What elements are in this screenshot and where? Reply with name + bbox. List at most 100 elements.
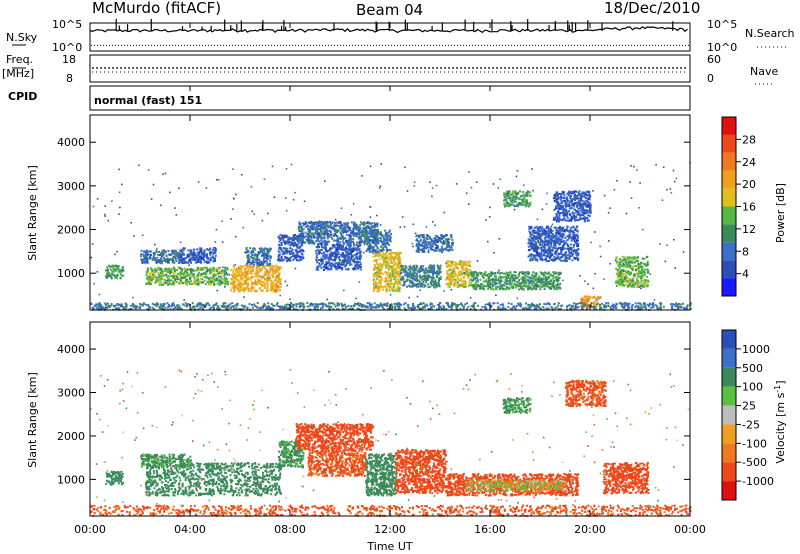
data-pixel (425, 236, 428, 239)
data-pixel (168, 261, 171, 264)
data-pixel (529, 191, 531, 194)
data-pixel (450, 236, 453, 239)
data-pixel (331, 247, 334, 250)
data-pixel (351, 249, 354, 252)
data-pixel (377, 276, 380, 279)
data-pixel (208, 282, 211, 285)
data-pixel (535, 254, 537, 257)
data-pixel (275, 287, 277, 289)
data-pixel (378, 279, 380, 282)
data-pixel (209, 248, 212, 251)
data-pixel (167, 261, 169, 264)
data-pixel (348, 237, 351, 240)
data-pixel (388, 252, 391, 254)
data-pixel (462, 282, 465, 285)
data-pixel (208, 281, 211, 284)
data-pixel (244, 280, 247, 283)
data-pixel (418, 248, 421, 251)
data-pixel (200, 249, 203, 252)
data-pixel (272, 274, 274, 277)
data-pixel (257, 251, 260, 254)
data-pixel (202, 281, 205, 284)
data-pixel (374, 225, 377, 228)
data-pixel (297, 250, 300, 253)
data-pixel (264, 247, 267, 250)
data-pixel (436, 284, 439, 287)
data-pixel (171, 256, 174, 259)
data-pixel (533, 275, 536, 278)
data-pixel (149, 256, 152, 258)
data-pixel (374, 267, 377, 270)
data-pixel (503, 194, 506, 197)
data-pixel (522, 281, 525, 284)
freq-series (92, 67, 688, 73)
data-pixel (526, 278, 529, 281)
data-pixel (393, 289, 396, 292)
data-pixel (432, 277, 435, 280)
data-pixel (115, 274, 117, 277)
data-pixel (317, 225, 320, 227)
data-pixel (317, 258, 320, 261)
data-pixel (233, 288, 236, 291)
data-pixel (553, 239, 556, 242)
data-pixel (237, 287, 240, 290)
data-pixel (349, 259, 352, 262)
data-pixel (334, 246, 336, 249)
data-pixel (317, 265, 320, 268)
data-pixel (324, 241, 327, 244)
data-pixel (445, 261, 448, 264)
data-pixel (442, 240, 445, 243)
data-pixel (513, 201, 516, 203)
data-pixel (179, 267, 182, 269)
data-pixel (188, 255, 191, 258)
data-pixel (301, 232, 304, 235)
data-pixel (239, 270, 242, 273)
data-pixel (386, 255, 389, 258)
data-pixel (482, 285, 485, 288)
data-pixel (345, 264, 348, 267)
data-pixel (359, 256, 362, 259)
data-pixel (385, 250, 388, 253)
data-pixel (516, 196, 519, 199)
data-pixel (333, 224, 336, 226)
data-pixel (112, 270, 115, 273)
data-pixel (206, 253, 209, 256)
data-pixel (322, 251, 325, 254)
data-pixel (381, 256, 384, 259)
data-pixel (368, 247, 371, 250)
data-pixel (397, 261, 400, 264)
data-pixel (236, 274, 239, 277)
data-pixel (181, 269, 184, 272)
data-pixel (374, 274, 377, 277)
data-pixel (497, 271, 499, 274)
data-pixel (256, 253, 259, 256)
data-pixel (574, 229, 577, 231)
data-pixel (280, 256, 283, 259)
data-pixel (532, 271, 535, 274)
data-pixel (412, 269, 415, 271)
data-pixel (337, 267, 340, 270)
data-pixel (373, 275, 376, 278)
data-pixel (488, 275, 490, 278)
data-pixel (454, 278, 457, 281)
data-pixel (146, 261, 149, 263)
data-pixel (412, 278, 415, 281)
data-pixel (285, 235, 288, 238)
data-pixel (408, 285, 411, 288)
data-pixel (443, 241, 446, 244)
data-pixel (339, 267, 342, 270)
data-pixel (556, 288, 559, 291)
data-pixel (184, 276, 187, 279)
data-pixel (384, 257, 387, 260)
data-pixel (428, 241, 431, 244)
data-pixel (370, 246, 373, 249)
data-pixel (456, 286, 459, 288)
data-pixel (317, 236, 320, 239)
data-pixel (157, 259, 160, 262)
data-pixel (410, 275, 413, 278)
data-pixel (386, 266, 389, 269)
data-pixel (116, 277, 118, 280)
data-pixel (551, 283, 554, 286)
data-pixel (431, 275, 434, 278)
data-pixel (438, 237, 441, 240)
